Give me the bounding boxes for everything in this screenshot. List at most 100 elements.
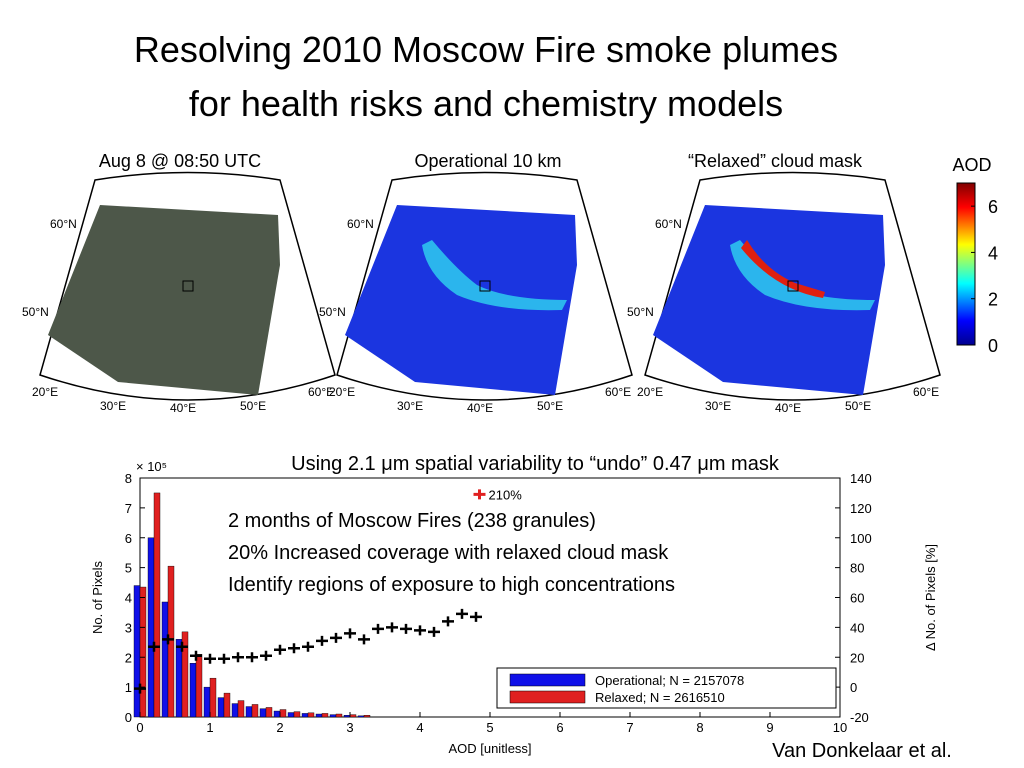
bar (293, 711, 301, 718)
y-tick-label: 5 (125, 561, 132, 576)
lon-label: 40°E (170, 401, 196, 415)
y-axis-label: No. of Pixels (90, 561, 105, 634)
bar (217, 697, 225, 718)
bar (307, 712, 315, 718)
bar (287, 712, 295, 718)
map-swath (48, 205, 280, 395)
delta-point (316, 635, 328, 646)
note: Identify regions of exposure to high con… (228, 574, 675, 596)
colorbar-ticks: 0 2 4 6 (971, 197, 998, 356)
bar (315, 713, 323, 718)
delta-point (176, 641, 188, 652)
delta-point (344, 628, 356, 639)
map-title: Operational 10 km (414, 151, 561, 171)
y2-tick-label: -20 (850, 710, 869, 725)
delta-point (274, 644, 286, 655)
bar (259, 708, 267, 718)
delta-point (218, 653, 230, 664)
x-tick-label: 5 (486, 720, 493, 735)
lat-label: 60°N (50, 217, 77, 231)
bar (329, 714, 337, 718)
legend-label: Relaxed; N = 2616510 (595, 690, 725, 705)
x-tick-label: 0 (136, 720, 143, 735)
bar (349, 714, 357, 718)
bar (231, 703, 239, 718)
x-tick-label: 8 (696, 720, 703, 735)
bar (181, 631, 189, 718)
bar (301, 713, 309, 718)
y-tick-label: 8 (125, 471, 132, 486)
bar (363, 715, 371, 718)
lon-label: 60°E (913, 385, 939, 399)
delta-point (372, 623, 384, 634)
y-tick-label: 4 (125, 591, 132, 606)
delta-point (246, 652, 258, 663)
delta-point (162, 634, 174, 645)
map-title: “Relaxed” cloud mask (688, 151, 863, 171)
y-tick-label: 7 (125, 501, 132, 516)
colorbar-label: AOD (952, 155, 991, 175)
note: 20% Increased coverage with relaxed clou… (228, 542, 669, 564)
x-tick-label: 3 (346, 720, 353, 735)
bar (321, 713, 329, 718)
site (182, 280, 194, 292)
y2-tick-label: 20 (850, 650, 864, 665)
x-axis-label: AOD [unitless] (448, 741, 531, 756)
lon-label: 20°E (32, 385, 58, 399)
bar (189, 663, 197, 718)
colorbar-tick-label: 6 (988, 197, 998, 217)
bar (251, 704, 259, 718)
lon-label: 20°E (329, 385, 355, 399)
map-swath (653, 205, 885, 395)
delta-point (358, 634, 370, 645)
lat-label: 50°N (319, 305, 346, 319)
colorbar (956, 182, 976, 346)
bar (265, 707, 273, 718)
plume-core (741, 240, 825, 298)
delta-point (428, 626, 440, 637)
legend-swatch (509, 673, 586, 687)
y2-tick-label: 0 (850, 680, 857, 695)
delta-point (442, 616, 454, 627)
y2-tick-label: 60 (850, 591, 864, 606)
bar (133, 585, 141, 718)
legend-label: Operational; N = 2157078 (595, 673, 744, 688)
lon-label: 50°E (845, 399, 871, 413)
site (787, 280, 799, 292)
site (479, 280, 491, 292)
plume (422, 240, 567, 311)
bar (161, 601, 169, 718)
lon-label: 50°E (537, 399, 563, 413)
bar (335, 713, 343, 718)
lat-label: 50°N (627, 305, 654, 319)
lon-label: 30°E (397, 399, 423, 413)
delta-point (400, 623, 412, 634)
bar (195, 654, 203, 718)
bar (279, 709, 287, 718)
delta-point (190, 650, 202, 661)
y2-axis-label: Δ No. of Pixels [%] (923, 544, 938, 651)
y2-tick-label: 40 (850, 620, 864, 635)
title: for health risks and chemistry models (189, 83, 783, 124)
delta-point (470, 611, 482, 622)
chart: Using 2.1 μm spatial variability to “und… (90, 453, 938, 756)
bar (209, 677, 217, 718)
bar (139, 586, 147, 718)
y-tick-label: 6 (125, 531, 132, 546)
x-tick-label: 9 (766, 720, 773, 735)
lon-label: 60°E (605, 385, 631, 399)
lon-label: 40°E (775, 401, 801, 415)
bar (223, 692, 231, 718)
bar (203, 686, 211, 718)
y2-tick-label: 120 (850, 501, 872, 516)
lon-label: 50°E (240, 399, 266, 413)
note: 2 months of Moscow Fires (238 granules) (228, 510, 596, 532)
lon-label: 30°E (100, 399, 126, 413)
x-tick-label: 7 (626, 720, 633, 735)
delta-point (134, 683, 146, 694)
y2-tick-label: 100 (850, 531, 872, 546)
delta-point (330, 632, 342, 643)
x-tick-label: 1 (206, 720, 213, 735)
bar (147, 537, 155, 718)
delta-point (288, 643, 300, 654)
